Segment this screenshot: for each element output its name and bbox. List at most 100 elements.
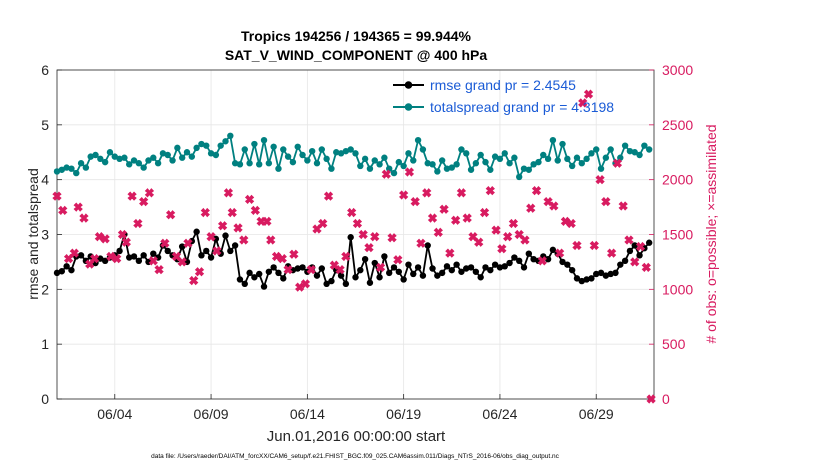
x-tick-label: 06/19 <box>386 406 421 422</box>
obs-assimilated-marker <box>410 196 420 207</box>
obs-assimilated-marker <box>381 169 391 179</box>
totalspread-point <box>496 155 504 163</box>
totalspread-point <box>636 151 643 159</box>
totalspread-point <box>178 154 186 161</box>
obs-assimilated-marker <box>312 224 322 234</box>
obs-assimilated-marker <box>341 251 351 262</box>
rmse-point <box>328 277 335 285</box>
obs-assimilated-marker <box>427 213 438 223</box>
totalspread-point <box>448 164 455 171</box>
obs-assimilated-marker <box>335 264 345 275</box>
totalspread-point <box>559 140 566 148</box>
rmse-point <box>636 252 643 259</box>
totalspread-point <box>289 158 297 166</box>
totalspread-point <box>222 138 229 145</box>
obs-assimilated-marker <box>112 253 122 264</box>
totalspread-point <box>318 146 325 153</box>
rmse-point <box>496 264 504 271</box>
y-tick-label-left: 0 <box>41 391 49 407</box>
totalspread-point <box>73 169 80 177</box>
footer-data-file: data file: /Users/raeder/DAI/ATM_forcXX/… <box>151 453 560 460</box>
totalspread-point <box>506 160 513 167</box>
totalspread-point <box>530 161 537 168</box>
totalspread-point <box>256 161 263 168</box>
totalspread-point <box>280 146 287 153</box>
totalspread-point <box>554 157 561 164</box>
totalspread-point <box>482 158 489 166</box>
totalspread-point <box>97 155 104 163</box>
totalspread-point <box>183 149 191 156</box>
rmse-point <box>280 275 287 282</box>
rmse-point <box>386 269 393 277</box>
rmse-point <box>318 265 325 272</box>
obs-assimilated-marker <box>52 191 62 201</box>
rmse-point <box>631 242 638 249</box>
obs-assimilated-marker <box>283 264 293 275</box>
rmse-point <box>544 255 552 263</box>
rmse-point <box>352 274 359 281</box>
totalspread-point <box>174 144 181 152</box>
totalspread-point <box>593 146 600 153</box>
totalspread-point <box>467 166 475 173</box>
totalspread-point <box>631 149 638 156</box>
totalspread-point <box>270 143 277 150</box>
rmse-point <box>58 268 66 275</box>
obs-assimilated-marker <box>641 262 651 273</box>
totalspread-point <box>150 154 157 161</box>
totalspread-point <box>453 161 460 168</box>
obs-assimilated-marker <box>200 207 210 218</box>
totalspread-point <box>515 173 523 181</box>
obs-assimilated-marker <box>462 213 472 223</box>
rmse-point <box>559 258 566 266</box>
obs-assimilated-marker <box>612 158 623 168</box>
chart-title-line1: Tropics 194256 / 194365 = 99.944% <box>241 28 472 44</box>
obs-assimilated-marker <box>375 262 386 273</box>
totalspread-point <box>251 140 258 148</box>
totalspread-point <box>645 146 653 153</box>
obs-assimilated-marker <box>554 248 565 258</box>
y-axis-label-right: # of obs: o=possible; ×=assimilated <box>703 124 719 343</box>
axis-ticks: 06/04 06/09 06/14 06/19 06/24 06/29 0 1 2 3 4 5 6 0 50… <box>41 62 693 422</box>
obs-assimilated-marker <box>306 264 316 275</box>
obs-assimilated-marker <box>63 253 74 264</box>
obs-assimilated-marker <box>578 98 588 108</box>
totalspread-point <box>381 154 388 161</box>
totalspread-point <box>520 165 528 172</box>
rmse-point <box>376 274 383 281</box>
totalspread-point <box>299 151 306 159</box>
obs-assimilated-marker <box>133 218 143 229</box>
totalspread-point <box>284 153 292 160</box>
y-tick-label-left: 5 <box>41 117 49 133</box>
y-tick-label-left: 4 <box>41 172 49 188</box>
rmse-point <box>414 264 422 271</box>
obs-assimilated-marker <box>223 188 234 198</box>
totalspread-point <box>77 160 85 167</box>
rmse-point <box>583 276 590 283</box>
rmse-point <box>602 272 610 279</box>
obs-assimilated-marker <box>416 238 426 248</box>
totalspread-point <box>458 146 465 153</box>
totalspread-point <box>145 157 152 164</box>
obs-assimilated-marker <box>154 264 164 275</box>
obs-assimilated-marker <box>404 167 415 177</box>
rmse-point <box>405 261 412 268</box>
rmse-point <box>366 279 374 286</box>
obs-assimilated-marker <box>117 229 128 240</box>
rmse-point <box>63 263 70 270</box>
totalspread-point <box>58 166 66 173</box>
rmse-point <box>270 264 277 271</box>
totalspread-point <box>265 160 273 167</box>
totalspread-point <box>198 140 205 148</box>
obs-assimilated-marker <box>583 89 594 99</box>
obs-assimilated-marker <box>73 202 83 212</box>
totalspread-point <box>308 147 316 155</box>
rmse-point <box>241 280 248 288</box>
totalspread-point <box>395 158 403 166</box>
rmse-point <box>621 257 629 265</box>
rmse-point <box>578 277 585 285</box>
obs-assimilated-marker <box>233 223 243 233</box>
legend-rmse-marker <box>404 81 413 89</box>
y-tick-label-right: 1000 <box>662 281 693 297</box>
obs-assimilated-marker <box>364 243 374 253</box>
